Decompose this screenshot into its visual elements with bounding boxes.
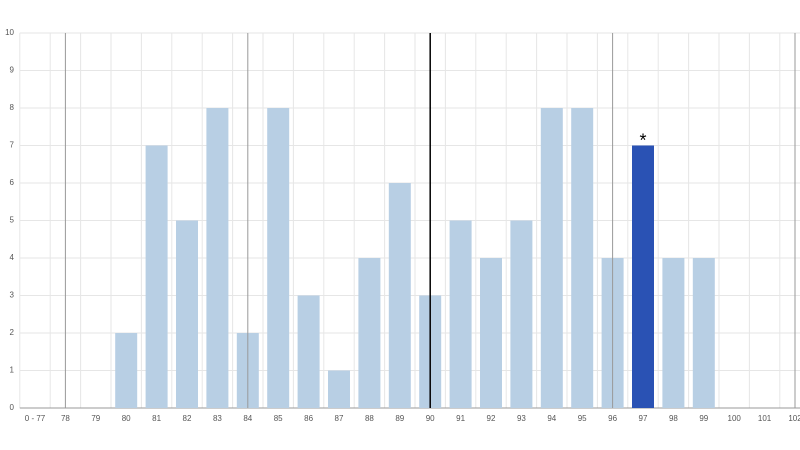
y-tick-label: 4 bbox=[10, 253, 15, 262]
x-tick-label: 78 bbox=[61, 414, 70, 423]
bar bbox=[267, 108, 290, 408]
x-tick-label: 88 bbox=[365, 414, 374, 423]
x-tick-label: 94 bbox=[547, 414, 556, 423]
x-tick-label: 85 bbox=[274, 414, 283, 423]
x-tick-label: 98 bbox=[669, 414, 678, 423]
y-tick-label: 0 bbox=[10, 403, 15, 412]
bar bbox=[388, 183, 411, 408]
x-tick-label: 92 bbox=[487, 414, 496, 423]
bar bbox=[176, 220, 198, 408]
y-tick-label: 3 bbox=[10, 291, 15, 300]
x-tick-label: 95 bbox=[578, 414, 587, 423]
y-tick-label: 9 bbox=[10, 66, 15, 75]
x-tick-label: 101 bbox=[758, 414, 772, 423]
bar bbox=[571, 108, 594, 408]
y-tick-label: 8 bbox=[10, 103, 15, 112]
bar bbox=[145, 145, 168, 408]
x-tick-label: 96 bbox=[608, 414, 617, 423]
x-tick-label: 84 bbox=[243, 414, 252, 423]
x-tick-label: 79 bbox=[91, 414, 100, 423]
bar bbox=[632, 145, 654, 408]
bar bbox=[328, 370, 350, 408]
bar bbox=[480, 258, 502, 408]
x-tick-label: 100 bbox=[728, 414, 742, 423]
y-tick-label: 7 bbox=[10, 141, 15, 150]
y-tick-label: 5 bbox=[10, 216, 15, 225]
x-tick-label: 83 bbox=[213, 414, 222, 423]
x-tick-label: 93 bbox=[517, 414, 526, 423]
y-tick-label: 1 bbox=[10, 366, 15, 375]
x-tick-label: 82 bbox=[183, 414, 192, 423]
bar bbox=[449, 220, 472, 408]
bar bbox=[206, 108, 229, 408]
bar bbox=[662, 258, 685, 408]
x-tick-label: 91 bbox=[456, 414, 465, 423]
x-tick-label: 99 bbox=[699, 414, 708, 423]
x-tick-label: 87 bbox=[335, 414, 344, 423]
y-tick-label: 6 bbox=[10, 178, 15, 187]
bar bbox=[540, 108, 563, 408]
x-tick-label: 81 bbox=[152, 414, 161, 423]
x-tick-label: 102 bbox=[788, 414, 800, 423]
bar bbox=[297, 295, 320, 408]
x-tick-label: 80 bbox=[122, 414, 131, 423]
x-tick-label: 86 bbox=[304, 414, 313, 423]
bar bbox=[358, 258, 381, 408]
x-tick-label: 89 bbox=[395, 414, 404, 423]
x-tick-label: 90 bbox=[426, 414, 435, 423]
y-tick-label: 10 bbox=[5, 28, 14, 37]
bar bbox=[692, 258, 715, 408]
bar-annotation: * bbox=[639, 130, 646, 150]
y-tick-label: 2 bbox=[10, 328, 15, 337]
bar bbox=[115, 333, 138, 408]
bar bbox=[510, 220, 533, 408]
x-tick-label: 97 bbox=[639, 414, 648, 423]
x-tick-label: 0 - 77 bbox=[25, 414, 46, 423]
